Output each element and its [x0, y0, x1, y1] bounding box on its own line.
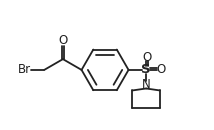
Text: Br: Br: [18, 63, 31, 76]
Text: N: N: [142, 78, 150, 91]
Text: O: O: [58, 34, 68, 47]
Text: O: O: [142, 51, 152, 64]
Text: S: S: [141, 63, 151, 76]
Text: O: O: [156, 63, 165, 76]
